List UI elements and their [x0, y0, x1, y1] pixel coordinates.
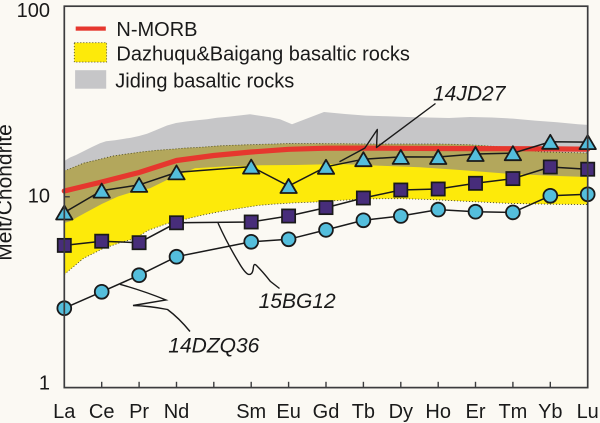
svg-text:La: La [53, 401, 76, 423]
svg-text:Melt/Chondrite: Melt/Chondrite [0, 124, 17, 261]
svg-text:100: 100 [17, 0, 50, 22]
svg-text:Gd: Gd [313, 401, 340, 423]
svg-text:Dazhuqu&Baigang basaltic rocks: Dazhuqu&Baigang basaltic rocks [116, 44, 410, 66]
svg-text:Lu: Lu [577, 401, 599, 423]
svg-text:Eu: Eu [276, 401, 300, 423]
svg-text:1: 1 [39, 373, 50, 395]
svg-text:Tm: Tm [498, 401, 527, 423]
svg-text:Ho: Ho [425, 401, 451, 423]
svg-text:Pr: Pr [129, 401, 149, 423]
svg-text:10: 10 [28, 186, 50, 208]
svg-text:Er: Er [466, 401, 486, 423]
svg-text:Sm: Sm [236, 401, 266, 423]
svg-text:N-MORB: N-MORB [116, 19, 197, 41]
svg-text:Nd: Nd [164, 401, 190, 423]
svg-text:Yb: Yb [538, 401, 562, 423]
svg-text:Ce: Ce [89, 401, 115, 423]
svg-text:Tb: Tb [352, 401, 375, 423]
svg-text:14DZQ36: 14DZQ36 [168, 335, 259, 358]
svg-text:Dy: Dy [389, 401, 413, 423]
svg-text:Jiding basaltic rocks: Jiding basaltic rocks [115, 71, 294, 93]
svg-text:14JD27: 14JD27 [433, 83, 507, 106]
svg-text:15BG12: 15BG12 [259, 290, 336, 313]
